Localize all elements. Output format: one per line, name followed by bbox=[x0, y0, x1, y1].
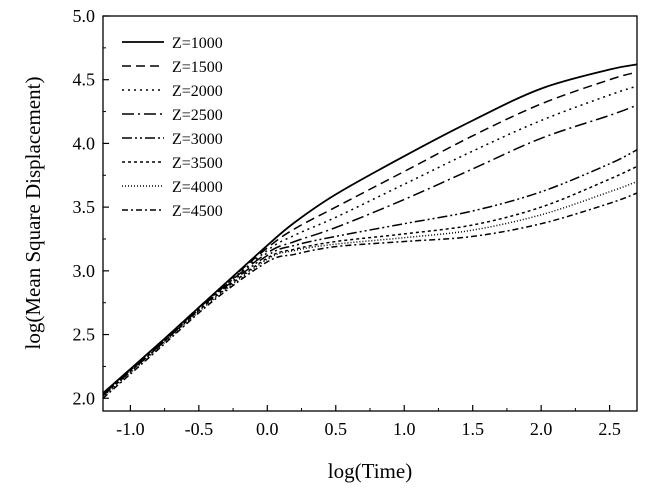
y-tick-label: 4.0 bbox=[73, 133, 96, 153]
x-tick-label: -1.0 bbox=[116, 419, 145, 439]
x-tick-label: 1.5 bbox=[461, 419, 484, 439]
legend-label: Z=2000 bbox=[172, 83, 223, 100]
series-line-z4500 bbox=[102, 192, 638, 399]
x-axis-title: log(Time) bbox=[328, 459, 412, 483]
y-tick-label: 5.0 bbox=[73, 6, 96, 26]
series-line-z2500 bbox=[102, 104, 638, 395]
x-tick-label: 2.5 bbox=[598, 419, 621, 439]
x-tick-label: 1.0 bbox=[393, 419, 416, 439]
legend: Z=1000 Z=1500 Z=2000 Z=2500 Z=3000 Z=3500 Z=40… bbox=[122, 35, 223, 220]
x-tick-label: 0.0 bbox=[256, 419, 279, 439]
legend-label: Z=1500 bbox=[172, 59, 223, 76]
legend-label: Z=4000 bbox=[172, 179, 223, 196]
legend-label: Z=4500 bbox=[172, 203, 223, 220]
x-tick-label: 2.0 bbox=[530, 419, 553, 439]
series-line-z3500 bbox=[102, 165, 638, 397]
series-line-z4000 bbox=[102, 180, 638, 398]
legend-label: Z=3500 bbox=[172, 155, 223, 172]
y-tick-label: 2.0 bbox=[73, 388, 96, 408]
legend-label: Z=2500 bbox=[172, 107, 223, 124]
series-line-z1500 bbox=[102, 71, 638, 394]
axis-ticks: -1.0 -0.5 0.0 0.5 1.0 1.5 2.0 2.5 2.0 2.5 3.0 3.5 4.… bbox=[73, 6, 621, 439]
x-tick-label: 0.5 bbox=[325, 419, 348, 439]
y-tick-label: 3.5 bbox=[73, 197, 96, 217]
y-tick-label: 4.5 bbox=[73, 70, 96, 90]
legend-label: Z=3000 bbox=[172, 131, 223, 148]
x-tick-label: -0.5 bbox=[185, 419, 214, 439]
series-lines bbox=[102, 63, 638, 399]
y-axis-title: log(Mean Square Displacement) bbox=[21, 77, 45, 350]
legend-label: Z=1000 bbox=[172, 35, 223, 52]
y-tick-label: 3.0 bbox=[73, 261, 96, 281]
y-tick-label: 2.5 bbox=[73, 325, 96, 345]
